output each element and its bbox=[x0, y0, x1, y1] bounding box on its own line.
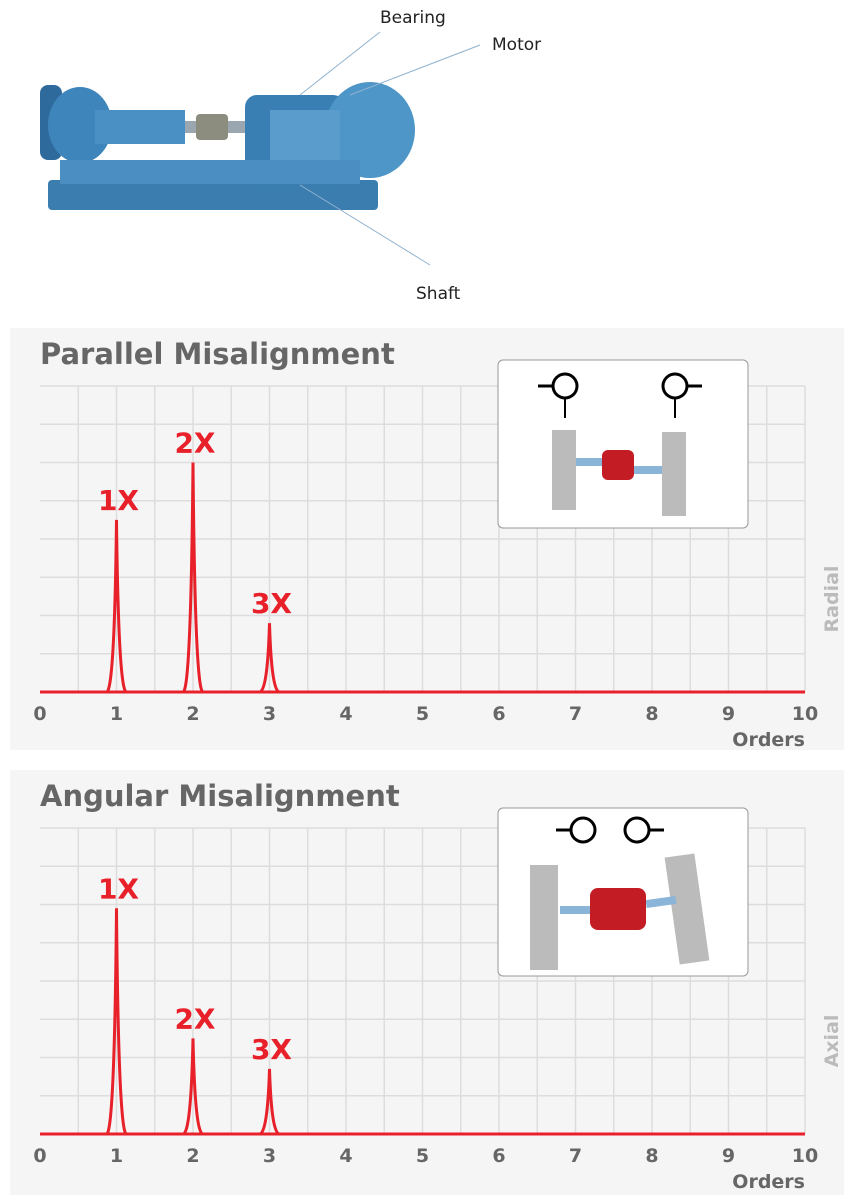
inset-parallel bbox=[497, 359, 749, 529]
x-tick-label: 3 bbox=[263, 1145, 276, 1167]
x-tick-label: 8 bbox=[645, 1145, 658, 1167]
side-label: Axial bbox=[821, 1015, 843, 1068]
chart-title: Angular Misalignment bbox=[40, 779, 400, 813]
label-shaft: Shaft bbox=[416, 284, 461, 304]
peak-label: 2X bbox=[174, 1002, 215, 1035]
x-tick-label: 6 bbox=[492, 1145, 505, 1167]
x-tick-label: 3 bbox=[263, 703, 276, 725]
x-tick-label: 1 bbox=[110, 1145, 123, 1167]
chart-title: Parallel Misalignment bbox=[40, 337, 395, 371]
x-axis-label: Orders bbox=[732, 1171, 805, 1193]
peak-label: 1X bbox=[98, 872, 139, 905]
side-label: Radial bbox=[821, 566, 843, 633]
peak bbox=[105, 908, 128, 1136]
x-tick-label: 10 bbox=[792, 1145, 818, 1167]
peak bbox=[258, 1068, 281, 1136]
label-bearing: Bearing bbox=[380, 8, 446, 28]
peak-label: 3X bbox=[251, 587, 292, 620]
x-tick-label: 9 bbox=[722, 703, 735, 725]
x-tick-label: 5 bbox=[416, 703, 429, 725]
inset-angular bbox=[497, 807, 749, 977]
x-tick-label: 0 bbox=[33, 703, 46, 725]
pump-image bbox=[40, 82, 415, 210]
x-tick-label: 7 bbox=[569, 703, 582, 725]
peak-label: 3X bbox=[251, 1033, 292, 1066]
x-axis-label: Orders bbox=[732, 729, 805, 751]
peak bbox=[182, 1038, 204, 1136]
x-tick-label: 2 bbox=[186, 1145, 199, 1167]
x-tick-label: 4 bbox=[339, 1145, 352, 1167]
peak-label: 2X bbox=[174, 427, 215, 460]
label-motor: Motor bbox=[492, 35, 541, 55]
x-tick-label: 10 bbox=[792, 703, 818, 725]
peak bbox=[105, 519, 128, 694]
x-tick-label: 9 bbox=[722, 1145, 735, 1167]
callout-lines bbox=[299, 31, 481, 266]
x-tick-label: 6 bbox=[492, 703, 505, 725]
peak-label: 1X bbox=[98, 484, 139, 517]
peak bbox=[181, 462, 205, 694]
x-tick-label: 7 bbox=[569, 1145, 582, 1167]
x-tick-label: 0 bbox=[33, 1145, 46, 1167]
x-tick-label: 2 bbox=[186, 703, 199, 725]
peak bbox=[258, 623, 281, 694]
x-tick-label: 1 bbox=[110, 703, 123, 725]
x-tick-label: 4 bbox=[339, 703, 352, 725]
x-tick-label: 8 bbox=[645, 703, 658, 725]
x-tick-label: 5 bbox=[416, 1145, 429, 1167]
